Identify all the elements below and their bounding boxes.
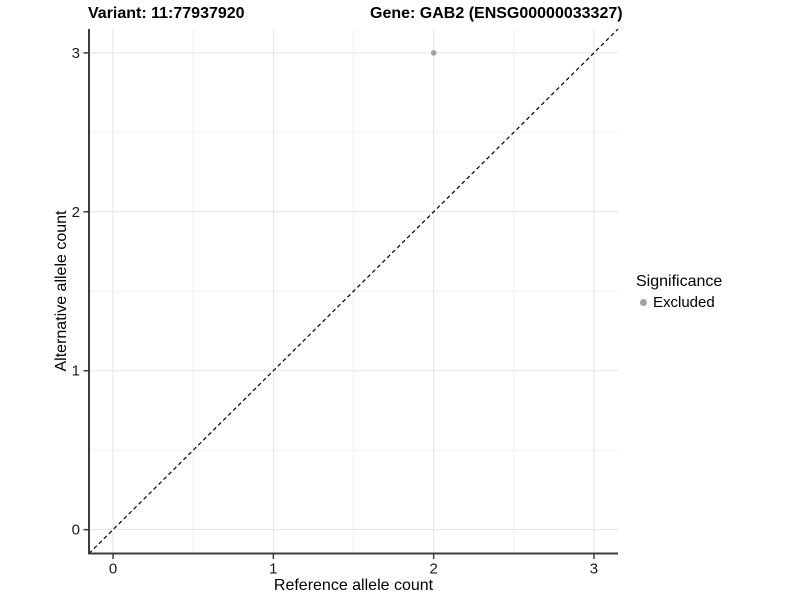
x-tick-label: 2 (429, 561, 437, 578)
y-tick-label: 1 (72, 363, 80, 380)
x-tick-label: 3 (590, 561, 598, 578)
legend: Significance Excluded (630, 272, 722, 311)
legend-item-excluded: Excluded (630, 294, 722, 311)
y-tick-label: 2 (72, 204, 80, 221)
variant-title: Variant: 11:77937920 (88, 5, 245, 22)
data-point-excluded (430, 50, 437, 56)
excluded-point-swatch-icon (640, 299, 647, 306)
legend-item-label: Excluded (653, 294, 715, 311)
y-tick-label: 3 (72, 45, 80, 62)
y-axis-title: Alternative allele count (53, 210, 70, 372)
legend-title: Significance (636, 273, 723, 290)
x-tick-label: 1 (269, 561, 277, 578)
x-axis-title: Reference allele count (273, 577, 434, 594)
x-tick-label: 0 (109, 561, 117, 578)
identity-reference-line (88, 28, 619, 554)
gene-title: Gene: GAB2 (ENSG00000033327) (370, 5, 623, 22)
y-tick-label: 0 (72, 522, 80, 539)
